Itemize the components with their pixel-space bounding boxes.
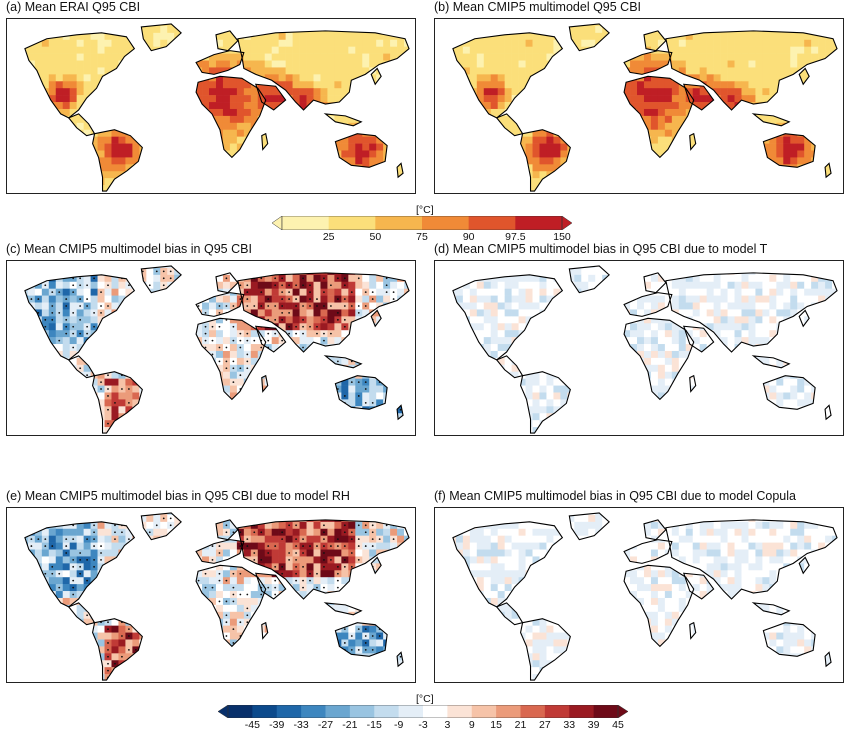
map-panel-e: [6, 507, 416, 683]
colorbar-tick-label: 75: [416, 231, 428, 243]
colorbar-segment: [594, 705, 619, 718]
colorbar-arrow-right: [562, 216, 572, 230]
gridded-field: [7, 261, 415, 435]
colorbar-top-unit: [°C]: [416, 204, 434, 216]
colorbar-tick-label: -3: [418, 719, 427, 731]
colorbar-top: [272, 216, 572, 230]
colorbar-tick-label: 9: [469, 719, 475, 731]
colorbar-segment: [496, 705, 521, 718]
colorbar-segment: [228, 705, 253, 718]
colorbar-tick-label: -33: [294, 719, 309, 731]
gridded-field: [435, 19, 843, 193]
world-map-b: [435, 19, 843, 193]
colorbar-segment: [277, 705, 302, 718]
colorbar-tick-label: 15: [490, 719, 502, 731]
colorbar-tick-label: 27: [539, 719, 551, 731]
map-panel-b: [434, 18, 844, 194]
colorbar-tick-label: -15: [367, 719, 382, 731]
colorbar-tick-label: 50: [369, 231, 381, 243]
world-map-a: [7, 19, 415, 193]
colorbar-tick-label: 21: [515, 719, 527, 731]
colorbar-segment: [422, 216, 469, 230]
colorbar-segment: [472, 705, 497, 718]
colorbar-tick-label: -39: [269, 719, 284, 731]
colorbar-segment: [374, 705, 399, 718]
gridded-field: [435, 261, 843, 435]
colorbar-tick-label: 97.5: [505, 231, 525, 243]
map-panel-c: [6, 260, 416, 436]
map-panel-d: [434, 260, 844, 436]
colorbar-tick-label: 90: [463, 231, 475, 243]
colorbar-arrow-left: [218, 705, 228, 718]
panel-title-f: (f) Mean CMIP5 multimodel bias in Q95 CB…: [434, 489, 796, 503]
colorbar-bottom: [218, 705, 628, 718]
colorbar-arrow-right: [618, 705, 628, 718]
colorbar-tick-label: -21: [342, 719, 357, 731]
colorbar-tick-label: 39: [588, 719, 600, 731]
map-panel-a: [6, 18, 416, 194]
colorbar-segment: [375, 216, 422, 230]
colorbar-segment: [447, 705, 472, 718]
panel-title-b: (b) Mean CMIP5 multimodel Q95 CBI: [434, 0, 641, 14]
colorbar-segment: [350, 705, 375, 718]
colorbar-segment: [469, 216, 516, 230]
colorbar-segment: [569, 705, 594, 718]
gridded-field: [7, 19, 415, 193]
world-map-c: [7, 261, 415, 435]
colorbar-segment: [326, 705, 351, 718]
colorbar-segment: [329, 216, 376, 230]
colorbar-tick-label: 25: [323, 231, 335, 243]
panel-title-d: (d) Mean CMIP5 multimodel bias in Q95 CB…: [434, 242, 767, 256]
panel-title-a: (a) Mean ERAI Q95 CBI: [6, 0, 140, 14]
colorbar-tick-label: 3: [444, 719, 450, 731]
colorbar-tick-label: -45: [245, 719, 260, 731]
panel-title-c: (c) Mean CMIP5 multimodel bias in Q95 CB…: [6, 242, 252, 256]
colorbar-tick-label: 33: [563, 719, 575, 731]
colorbar-segment: [301, 705, 326, 718]
colorbar-tick-label: -9: [394, 719, 403, 731]
colorbar-segment: [282, 216, 329, 230]
colorbar-bottom-unit: [°C]: [416, 693, 434, 705]
colorbar-segment: [399, 705, 424, 718]
colorbar-tick-label: 150: [553, 231, 571, 243]
colorbar-segment: [545, 705, 570, 718]
colorbar-tick-label: 45: [612, 719, 624, 731]
colorbar-arrow-left: [272, 216, 282, 230]
gridded-field: [435, 508, 843, 682]
map-panel-f: [434, 507, 844, 683]
colorbar-segment: [252, 705, 277, 718]
colorbar-tick-label: -27: [318, 719, 333, 731]
colorbar-segment: [515, 216, 562, 230]
world-map-e: [7, 508, 415, 682]
colorbar-segment: [423, 705, 448, 718]
world-map-d: [435, 261, 843, 435]
colorbar-segment: [521, 705, 546, 718]
world-map-f: [435, 508, 843, 682]
panel-title-e: (e) Mean CMIP5 multimodel bias in Q95 CB…: [6, 489, 350, 503]
gridded-field: [7, 508, 415, 682]
